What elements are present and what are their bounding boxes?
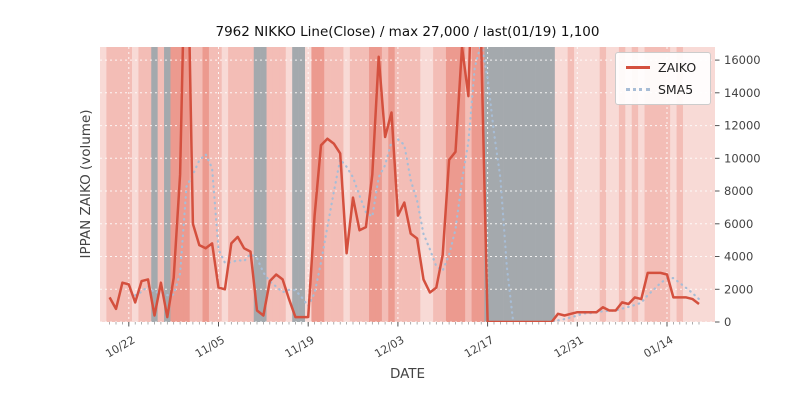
legend-label-zaiko: ZAIKO	[658, 60, 697, 75]
svg-text:4000: 4000	[724, 250, 753, 264]
svg-text:11/19: 11/19	[283, 333, 317, 360]
svg-text:14000: 14000	[724, 86, 761, 100]
svg-text:8000: 8000	[724, 184, 753, 198]
svg-text:10000: 10000	[724, 151, 761, 165]
legend-item-zaiko: ZAIKO	[626, 60, 700, 75]
svg-text:12/17: 12/17	[462, 333, 496, 360]
svg-text:0: 0	[724, 315, 731, 329]
svg-text:16000: 16000	[724, 53, 761, 67]
svg-text:12000: 12000	[724, 119, 761, 133]
zaiko-line-sample	[626, 66, 650, 69]
svg-text:12/31: 12/31	[552, 333, 586, 360]
svg-text:10/22: 10/22	[103, 333, 137, 360]
sma5-line-sample	[626, 88, 650, 91]
y-ticks: 0 2000 4000 6000 8000 10000 12000 14000 16000	[715, 53, 761, 329]
svg-text:2000: 2000	[724, 282, 753, 296]
x-ticks: 10/22 11/05 11/19 12/03 12/17 12/31 01/14	[103, 322, 676, 360]
svg-text:01/14: 01/14	[642, 333, 676, 360]
legend-label-sma5: SMA5	[658, 82, 694, 97]
svg-text:12/03: 12/03	[372, 333, 406, 360]
legend-item-sma5: SMA5	[626, 82, 700, 97]
chart-title: 7962 NIKKO Line(Close) / max 27,000 / la…	[215, 24, 600, 40]
minor-ticks	[109, 322, 700, 325]
svg-text:6000: 6000	[724, 217, 753, 231]
x-axis-label: DATE	[389, 366, 426, 382]
day-bands	[106, 47, 703, 322]
svg-text:11/05: 11/05	[193, 333, 227, 360]
zaiko-line	[108, 47, 700, 322]
legend: ZAIKO SMA5	[615, 52, 711, 105]
